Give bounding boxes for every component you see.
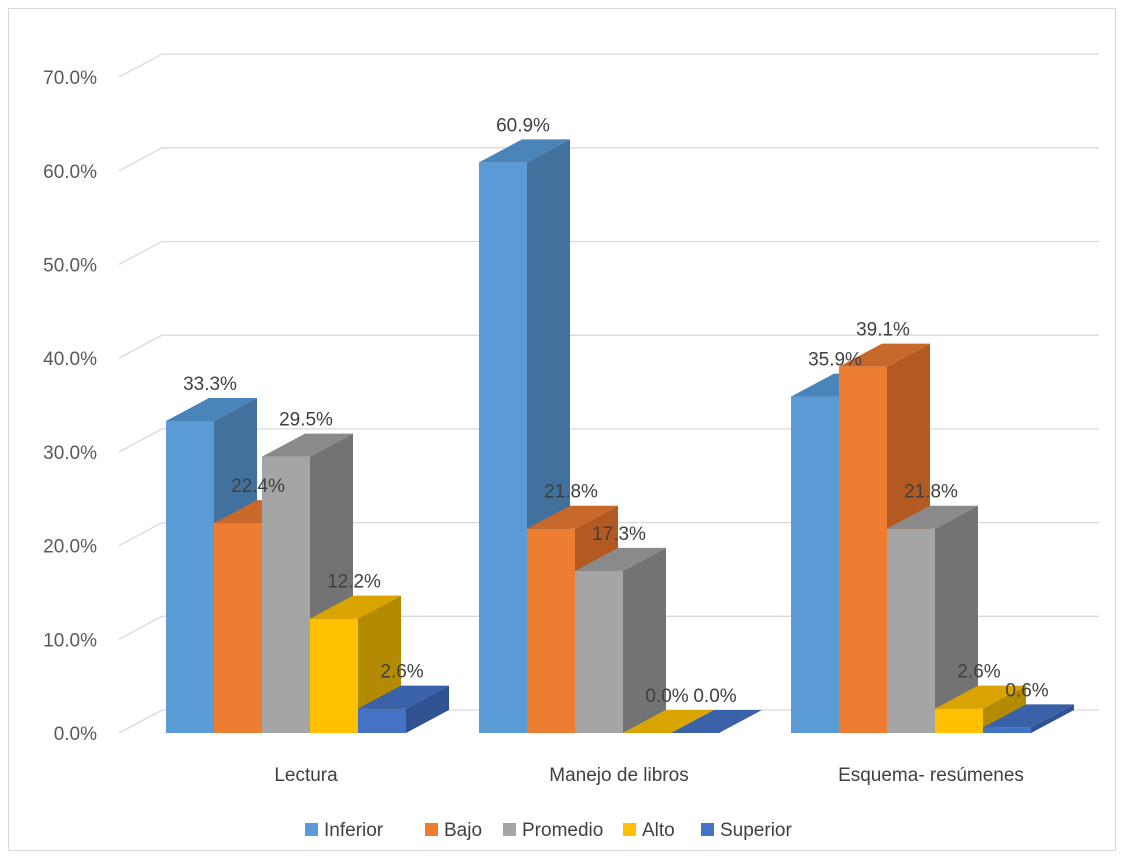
legend-item-promedio: Promedio bbox=[503, 820, 603, 841]
bar-superior-1 bbox=[358, 685, 449, 733]
svg-text:Superior: Superior bbox=[720, 820, 792, 841]
data-label: 35.9% bbox=[808, 350, 862, 371]
data-label: 0.6% bbox=[1005, 680, 1048, 701]
gridline bbox=[118, 709, 1099, 734]
gridline bbox=[118, 615, 1099, 640]
bar-superior-3 bbox=[983, 704, 1074, 733]
gridline bbox=[118, 521, 1099, 547]
legend-item-bajo: Bajo bbox=[425, 820, 482, 841]
data-label: 22.4% bbox=[231, 476, 285, 497]
data-label: 39.1% bbox=[856, 320, 910, 341]
gridline bbox=[118, 147, 1099, 172]
x-category-label: Manejo de libros bbox=[549, 765, 688, 786]
x-category-label: Lectura bbox=[274, 765, 338, 786]
legend: Inferior Bajo Promedio Alto Superior bbox=[305, 820, 792, 841]
y-tick-label: 10.0% bbox=[43, 630, 97, 651]
data-label: 12.2% bbox=[327, 572, 381, 593]
bar-chart: 0.0%10.0%20.0%30.0%40.0%50.0%60.0%70.0% … bbox=[43, 53, 1099, 841]
svg-text:Inferior: Inferior bbox=[324, 820, 384, 841]
data-label: 33.3% bbox=[183, 374, 237, 395]
bar-alto-2 bbox=[623, 710, 714, 733]
data-label: 2.6% bbox=[957, 662, 1000, 683]
gridline bbox=[118, 53, 1099, 78]
data-label: 17.3% bbox=[592, 524, 646, 545]
gridline bbox=[118, 240, 1099, 266]
y-tick-label: 50.0% bbox=[43, 256, 97, 277]
bar-promedio-3 bbox=[887, 505, 978, 733]
legend-item-superior: Superior bbox=[701, 820, 792, 841]
x-category-label: Esquema- resúmenes bbox=[838, 765, 1024, 786]
bar-promedio-2 bbox=[575, 547, 666, 733]
data-label: 0.0% bbox=[693, 686, 736, 707]
legend-item-alto: Alto bbox=[623, 820, 675, 841]
chart-area: 0.0% 10.0% 20.0% 30.0% 40.0% 50.0% 60.0% 70.0% … bbox=[8, 8, 1116, 851]
data-labels: 33.3% 22.4% 29.5% 12.2% 2.6% 60.9% 21.8% 17.3% 0… bbox=[183, 115, 1049, 707]
data-label: 0.0% bbox=[645, 686, 688, 707]
x-axis: Lectura Manejo de libros Esquema- resúmene… bbox=[274, 765, 1024, 786]
legend-item-inferior: Inferior bbox=[305, 820, 384, 841]
y-tick-label: 40.0% bbox=[43, 349, 97, 370]
y-tick-label: 0.0% bbox=[54, 724, 97, 745]
bar-superior-2 bbox=[671, 710, 762, 733]
data-label: 29.5% bbox=[279, 410, 333, 431]
y-tick-label: 70.0% bbox=[43, 68, 97, 89]
svg-text:Alto: Alto bbox=[642, 820, 675, 841]
bars bbox=[166, 139, 1074, 733]
bar-alto-3 bbox=[935, 685, 1026, 733]
data-label: 21.8% bbox=[904, 482, 958, 503]
svg-text:Promedio: Promedio bbox=[522, 820, 603, 841]
y-tick-label: 20.0% bbox=[43, 537, 97, 558]
gridline bbox=[118, 428, 1099, 453]
svg-text:Bajo: Bajo bbox=[444, 820, 482, 841]
y-tick-label: 30.0% bbox=[43, 443, 97, 464]
gridline bbox=[118, 334, 1099, 359]
data-label: 60.9% bbox=[496, 115, 550, 136]
data-label: 2.6% bbox=[380, 662, 423, 683]
data-label: 21.8% bbox=[544, 482, 598, 503]
y-axis: 0.0% 10.0% 20.0% 30.0% 40.0% 50.0% 60.0% 70.0% bbox=[43, 68, 97, 745]
y-tick-label: 60.0% bbox=[43, 162, 97, 183]
gridlines bbox=[118, 53, 1099, 734]
